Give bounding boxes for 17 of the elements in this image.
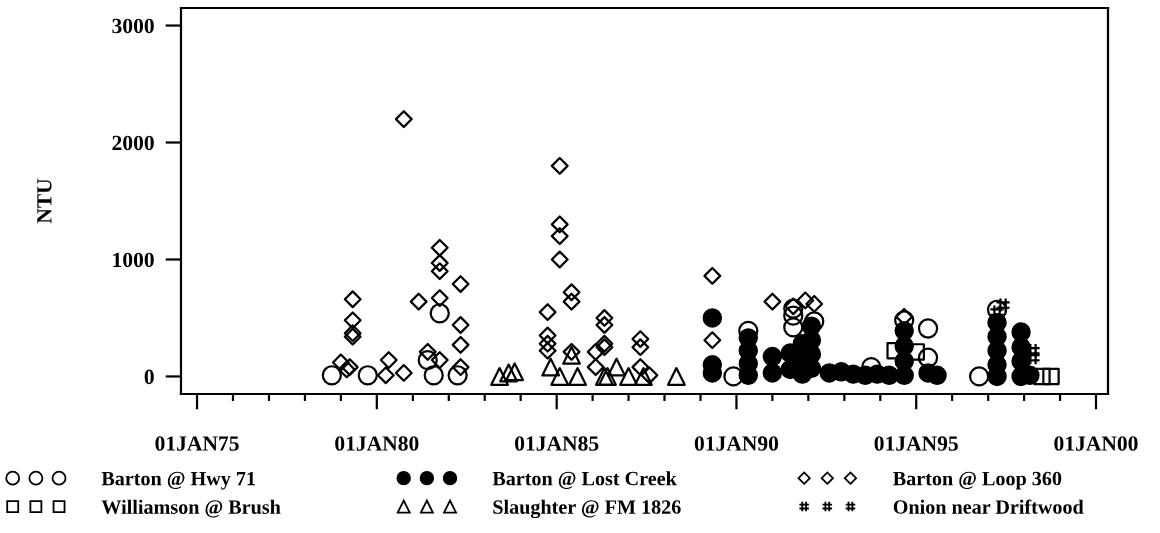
legend-label: Barton @ Loop 360 (893, 471, 1062, 490)
x-tick-label: 01JAN75 (155, 436, 239, 451)
y-tick-label: 0 (144, 369, 154, 385)
y-tick-label: 2000 (112, 135, 154, 151)
y-tick-label: 3000 (112, 18, 154, 34)
legend-label: Williamson @ Brush (101, 499, 281, 518)
legend-label: Onion near Driftwood (893, 499, 1084, 514)
x-tick-label: 01JAN85 (515, 436, 599, 451)
x-tick-label: 01JAN95 (874, 436, 958, 451)
legend-label: Slaughter @ FM 1826 (493, 499, 681, 519)
x-tick-label: 01JAN90 (694, 436, 779, 451)
y-tick-label: 1000 (113, 252, 154, 268)
legend-label: Barton @ Hwy 71 (101, 471, 255, 490)
x-tick-label: 01JAN00 (1054, 436, 1138, 451)
x-tick-label: 01JAN80 (335, 436, 419, 451)
y-axis-title: NTU (37, 178, 52, 224)
legend-label: Barton @ Lost Creek (492, 471, 677, 489)
